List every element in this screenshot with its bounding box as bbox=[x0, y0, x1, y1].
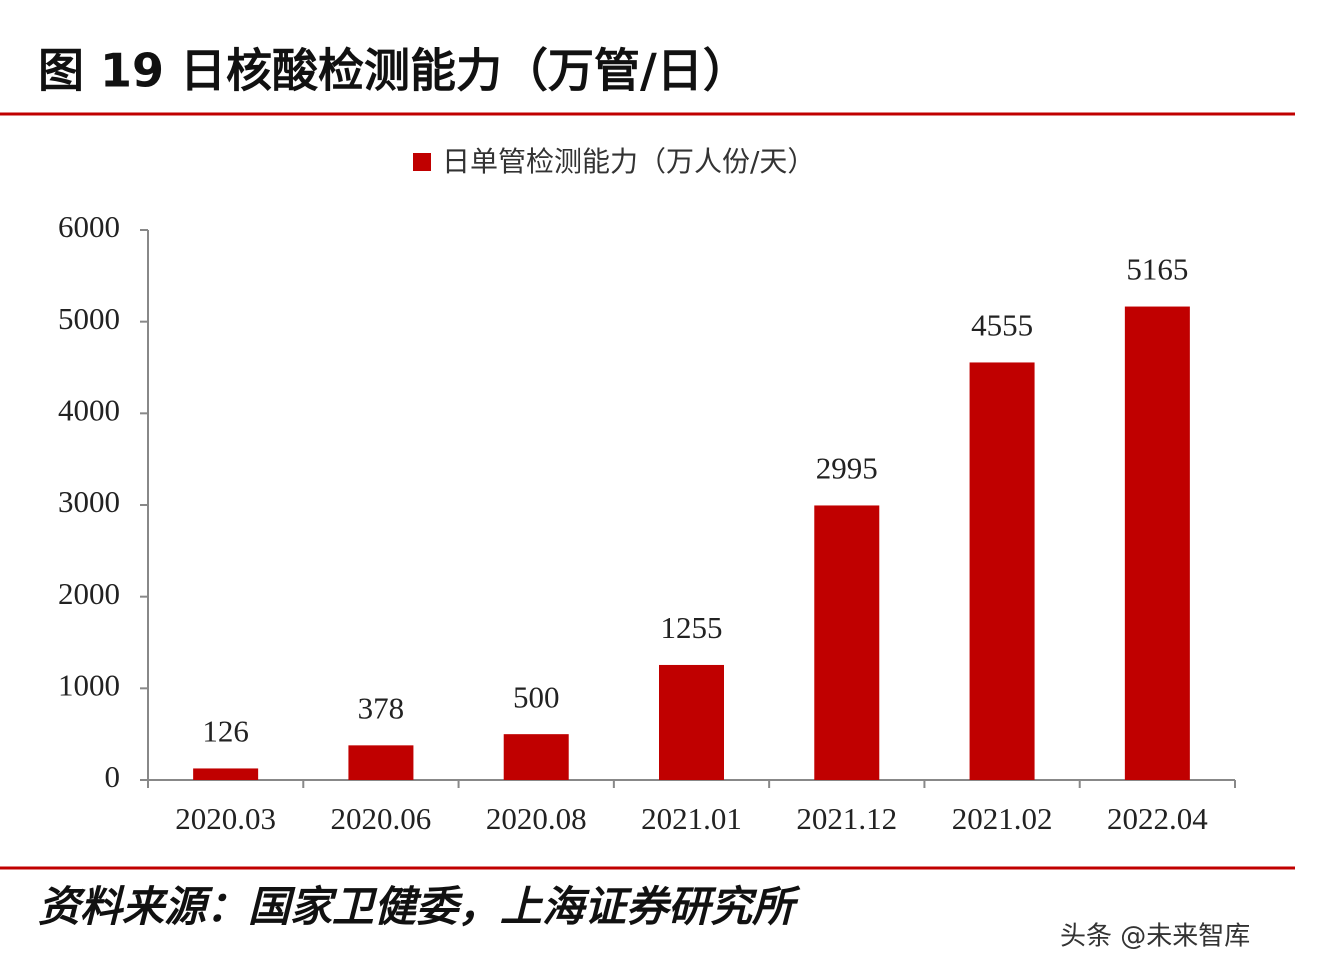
data-label: 378 bbox=[358, 690, 405, 725]
data-label: 2995 bbox=[816, 451, 878, 486]
y-tick-label: 1000 bbox=[58, 667, 120, 702]
y-tick-label: 0 bbox=[105, 759, 121, 794]
chart-title: 图 19 日核酸检测能力（万管/日） bbox=[38, 44, 749, 98]
x-tick-label: 2021.02 bbox=[952, 801, 1053, 836]
y-tick-label: 2000 bbox=[58, 576, 120, 611]
x-tick-label: 2020.06 bbox=[331, 801, 432, 836]
bar bbox=[659, 664, 724, 780]
legend-label: 日单管检测能力（万人份/天） bbox=[442, 145, 815, 178]
data-label: 1255 bbox=[661, 610, 723, 645]
source-note: 资料来源：国家卫健委，上海证券研究所 bbox=[38, 882, 801, 931]
data-label: 500 bbox=[513, 679, 560, 714]
y-tick-label: 6000 bbox=[58, 209, 120, 244]
bar bbox=[503, 734, 569, 780]
bar bbox=[969, 362, 1035, 780]
bar bbox=[814, 505, 880, 780]
y-tick-label: 5000 bbox=[58, 301, 120, 336]
bar bbox=[1124, 306, 1190, 780]
data-label: 4555 bbox=[971, 308, 1033, 343]
x-tick-label: 2021.01 bbox=[641, 801, 742, 836]
watermark: 头条 @未来智库 bbox=[1060, 922, 1250, 952]
bar bbox=[193, 768, 259, 780]
x-tick-label: 2021.12 bbox=[796, 801, 897, 836]
x-tick-label: 2020.08 bbox=[486, 801, 587, 836]
data-label: 5165 bbox=[1126, 252, 1188, 287]
y-tick-label: 3000 bbox=[58, 484, 120, 519]
data-label: 126 bbox=[202, 714, 249, 749]
bar bbox=[348, 745, 414, 780]
legend-swatch bbox=[413, 153, 431, 171]
y-tick-label: 4000 bbox=[58, 392, 120, 427]
x-tick-label: 2020.03 bbox=[175, 801, 276, 836]
x-tick-label: 2022.04 bbox=[1107, 801, 1208, 836]
